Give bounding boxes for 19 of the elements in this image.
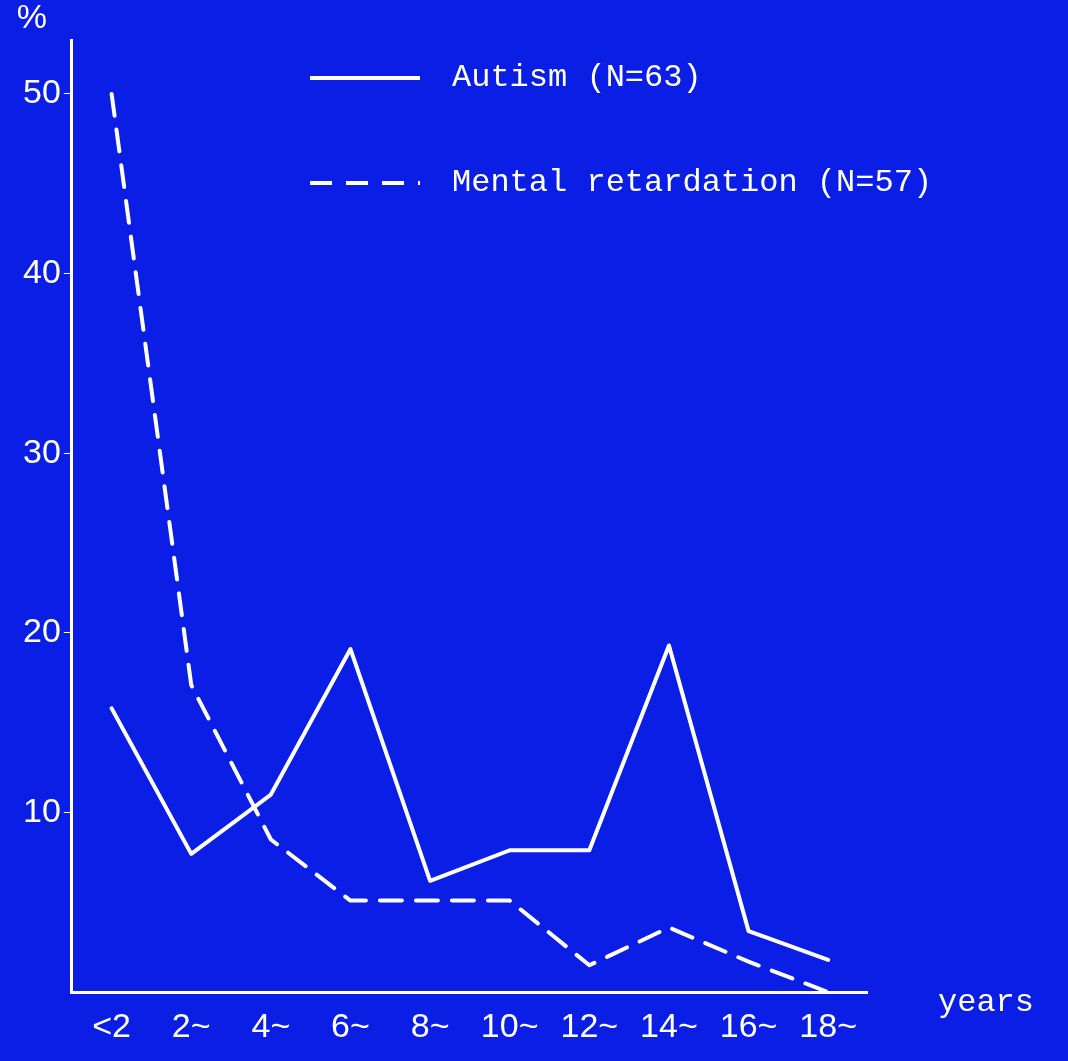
- x-tick-label: 10~: [480, 1005, 539, 1044]
- y-tick-label: 30: [22, 431, 61, 470]
- x-tick-label: 4~: [251, 1005, 291, 1044]
- x-tick-label: 6~: [331, 1005, 370, 1044]
- x-tick-label: 2~: [171, 1005, 211, 1044]
- y-tick-label: 50: [22, 72, 61, 111]
- x-tick-label: 14~: [640, 1005, 698, 1044]
- legend-label: Autism (N=63): [452, 59, 702, 97]
- y-tick-label: 10: [22, 790, 61, 829]
- x-tick-label: <2: [92, 1005, 132, 1044]
- x-tick-label: 8~: [410, 1005, 450, 1044]
- y-axis-title: %: [16, 0, 47, 36]
- x-tick-label: 12~: [560, 1005, 619, 1044]
- y-tick-label: 40: [22, 251, 61, 290]
- x-axis-title: years: [938, 983, 1035, 1021]
- x-tick-label: 16~: [719, 1005, 778, 1044]
- x-tick-label: 18~: [799, 1005, 858, 1044]
- legend-label: Mental retardation (N=57): [452, 164, 933, 202]
- y-tick-label: 20: [22, 611, 61, 650]
